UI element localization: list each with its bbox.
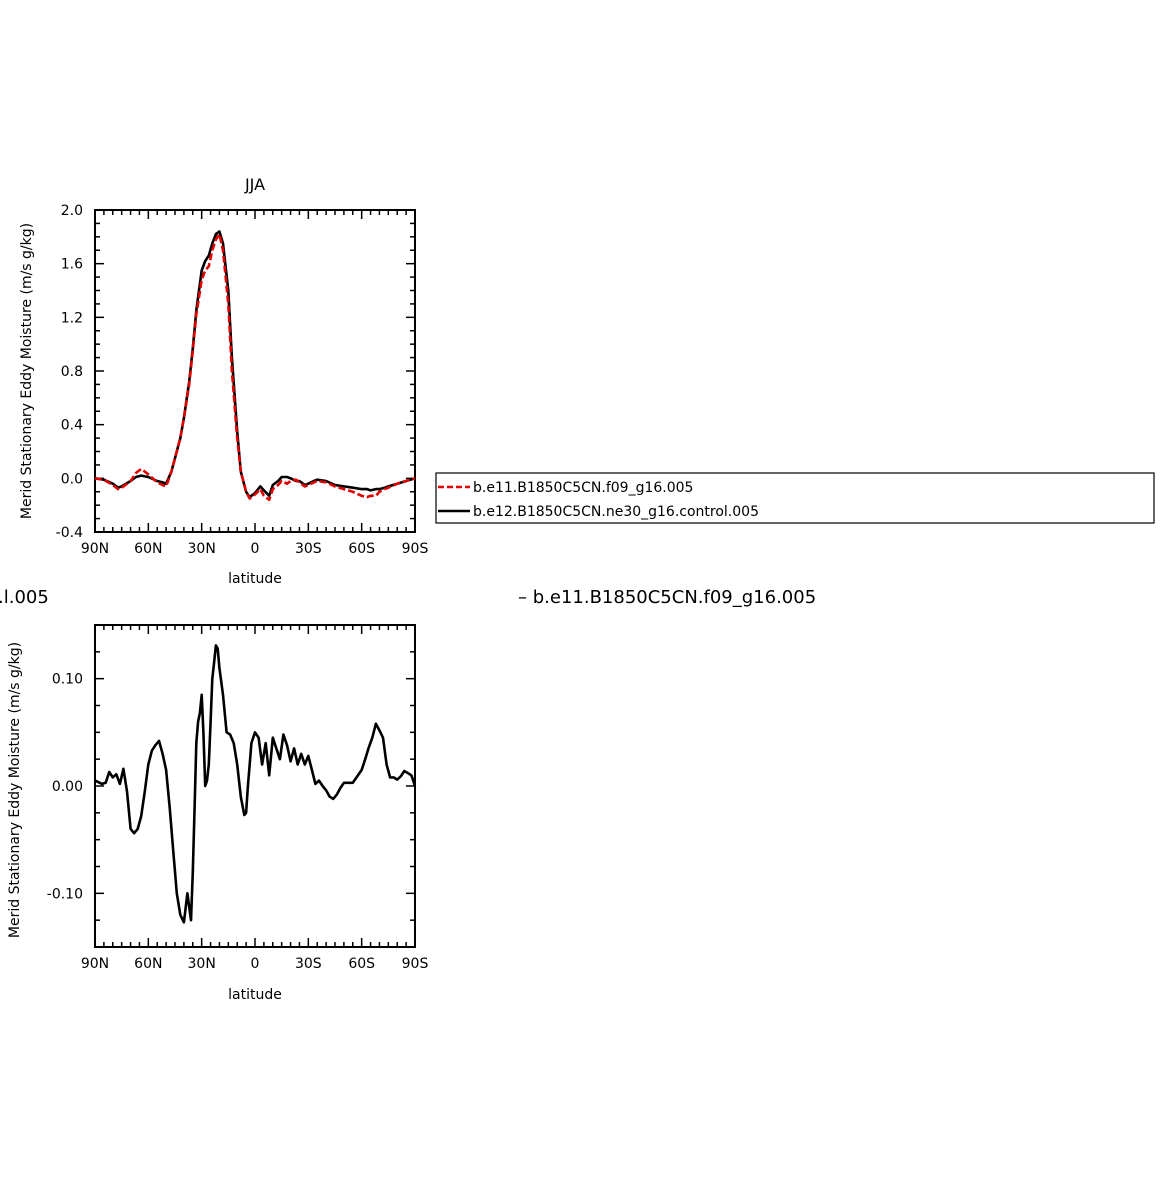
top-series-line-0	[94, 232, 416, 502]
legend: b.e11.B1850C5CN.f09_g16.005 b.e12.B1850C…	[435, 472, 1155, 524]
bottom-chart-panel: latitude Merid Stationary Eddy Moisture …	[7, 624, 429, 1003]
top-y-tick-label: -0.4	[56, 525, 83, 541]
diff-header-left-fragment: .l.005	[0, 587, 49, 608]
bottom-series-group	[94, 644, 417, 924]
legend-frame	[435, 472, 1155, 524]
top-x-tick-label: 30S	[295, 541, 322, 557]
top-chart-title: JJA	[244, 175, 265, 194]
bottom-x-tick-label: 30S	[295, 956, 322, 972]
top-x-tick-label: 30N	[188, 541, 216, 557]
top-x-tick-label: 0	[251, 541, 260, 557]
top-x-tick-label: 90S	[402, 541, 429, 557]
top-series-group	[94, 230, 416, 502]
top-x-tick-label: 60N	[134, 541, 162, 557]
top-y-tick-label: 1.6	[61, 257, 83, 273]
bottom-x-tick-label: 60S	[348, 956, 375, 972]
top-y-tick-label: 0.0	[61, 471, 83, 487]
legend-label-case: b.e11.B1850C5CN.f09_g16.005	[473, 480, 693, 496]
legend-label-control: b.e12.B1850C5CN.ne30_g16.control.005	[473, 504, 759, 520]
diff-header-right-label: – b.e11.B1850C5CN.f09_g16.005	[518, 587, 816, 608]
top-x-tick-label: 90N	[81, 541, 109, 557]
top-y-tick-label: 1.2	[61, 310, 83, 326]
legend-item-control: b.e12.B1850C5CN.ne30_g16.control.005	[438, 504, 759, 520]
top-y-tick-label: 0.8	[61, 364, 83, 380]
bottom-y-tick-label: 0.00	[52, 779, 83, 795]
bottom-x-tick-label: 90N	[81, 956, 109, 972]
top-x-axis-title: latitude	[228, 571, 282, 587]
top-axis-ticks: 90N 60N 30N 0 30S 60S 90S -0.4 0.0 0.4 0.8 1.2 1.6 2.…	[56, 203, 429, 557]
bottom-y-tick-label: 0.10	[52, 672, 83, 688]
bottom-y-tick-label: -0.10	[47, 886, 83, 902]
legend-item-case: b.e11.B1850C5CN.f09_g16.005	[438, 480, 693, 496]
bottom-plot-frame	[94, 624, 416, 948]
bottom-series-line-0	[94, 644, 417, 924]
top-plot-frame	[94, 209, 416, 533]
top-chart-panel: JJA latitude Merid Stationary Eddy Moist…	[19, 175, 428, 587]
top-y-axis-title: Merid Stationary Eddy Moisture (m/s g/kg…	[19, 223, 35, 519]
top-y-tick-label: 2.0	[61, 203, 83, 219]
bottom-x-axis-title: latitude	[228, 987, 282, 1003]
bottom-x-tick-label: 90S	[402, 956, 429, 972]
top-series-line-1	[94, 230, 416, 499]
bottom-x-tick-label: 60N	[134, 956, 162, 972]
bottom-axis-ticks: 90N 60N 30N 0 30S 60S 90S -0.10 0.00 0.10	[47, 624, 429, 972]
top-x-tick-label: 60S	[348, 541, 375, 557]
bottom-x-tick-label: 0	[251, 956, 260, 972]
bottom-y-axis-title: Merid Stationary Eddy Moisture (m/s g/kg…	[7, 642, 23, 938]
top-y-tick-label: 0.4	[61, 418, 83, 434]
bottom-x-tick-label: 30N	[188, 956, 216, 972]
